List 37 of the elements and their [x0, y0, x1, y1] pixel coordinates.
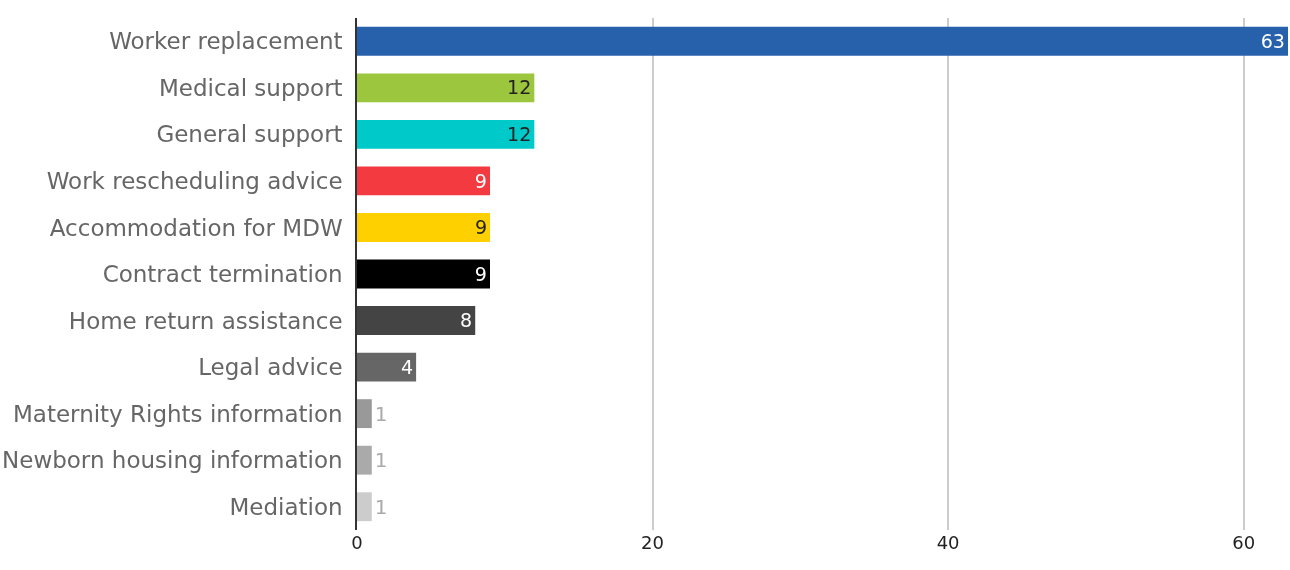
y-tick-label: Work rescheduling advice: [46, 167, 343, 194]
data-label: 63: [1260, 29, 1285, 52]
data-label: 1: [374, 401, 388, 426]
y-tick-label: Contract termination: [102, 261, 343, 288]
x-tick-label: 60: [1232, 532, 1256, 553]
y-tick-label: Accommodation for MDW: [49, 214, 343, 241]
y-tick-label: Mediation: [229, 493, 343, 520]
data-label: 9: [474, 169, 487, 192]
bar: [357, 306, 476, 335]
data-label: 12: [507, 76, 532, 99]
y-tick-label: Worker replacement: [109, 28, 343, 55]
data-label: 9: [474, 216, 487, 239]
data-label: 8: [460, 309, 473, 332]
y-tick-label: Medical support: [158, 74, 343, 101]
bar: [357, 352, 417, 382]
bar: [357, 445, 372, 475]
y-tick-label: General support: [156, 121, 343, 148]
y-tick-label: Newborn housing information: [2, 447, 343, 474]
y-tick-label: Maternity Rights information: [12, 400, 343, 427]
bar: [357, 399, 372, 429]
bar: [357, 259, 490, 289]
bar: [357, 73, 535, 103]
data-label: 1: [374, 494, 388, 519]
data-label: 9: [474, 262, 487, 285]
data-label: 1: [374, 448, 388, 473]
bar: [357, 119, 535, 149]
bar: [357, 492, 372, 522]
bar: [357, 166, 490, 196]
bar: [357, 213, 490, 242]
y-tick-label: Legal advice: [198, 354, 343, 381]
data-label: 4: [400, 355, 414, 378]
x-tick-label: 40: [936, 532, 960, 553]
x-tick-label: 20: [641, 532, 665, 553]
bar: [357, 26, 1288, 56]
data-label: 12: [507, 123, 532, 146]
y-tick-label: Home return assistance: [68, 307, 343, 334]
x-tick-label: 0: [351, 532, 363, 553]
